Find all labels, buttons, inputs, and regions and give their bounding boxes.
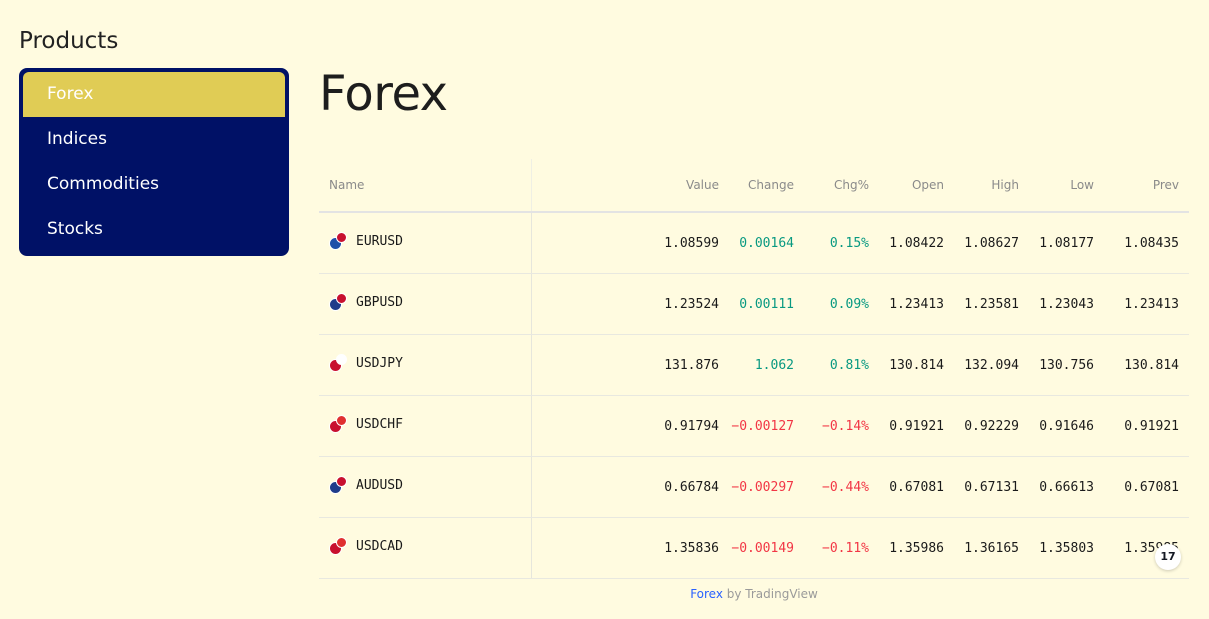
forex-link[interactable]: Forex (690, 587, 723, 601)
cell-change: 1.062 (729, 334, 804, 396)
cell-low: 1.23043 (1029, 273, 1104, 335)
symbol-link[interactable]: GBPUSD (329, 293, 403, 311)
cell-open: 1.35986 (879, 517, 954, 579)
products-heading: Products (19, 28, 119, 54)
cell-high: 1.23581 (954, 273, 1029, 335)
symbol-name: USDJPY (356, 355, 403, 371)
cell-low: 130.756 (1029, 334, 1104, 396)
cell-value: 0.66784 (531, 456, 729, 518)
column-header-open[interactable]: Open (879, 159, 954, 213)
symbol-name: USDCHF (356, 416, 403, 432)
table-row[interactable]: USDCHF 0.91794 −0.00127 −0.14% 0.91921 0.9222… (319, 395, 1189, 457)
table-row[interactable]: AUDUSD 0.66784 −0.00297 −0.44% 0.67081 0.6713… (319, 456, 1189, 518)
cell-high: 0.67131 (954, 456, 1029, 518)
currency-pair-flag-icon (329, 537, 347, 555)
currency-pair-flag-icon (329, 415, 347, 433)
symbol-cell[interactable]: USDJPY (319, 334, 532, 396)
cell-change: 0.00164 (729, 212, 804, 274)
cell-prev: 1.08435 (1104, 212, 1189, 274)
symbol-name: AUDUSD (356, 477, 403, 493)
cell-value: 1.08599 (531, 212, 729, 274)
market-overview-widget: Name Value Change Chg% Open High Low Pre… (319, 159, 1189, 601)
column-header-high[interactable]: High (954, 159, 1029, 213)
column-header-chg-pct[interactable]: Chg% (804, 159, 879, 213)
cell-open: 130.814 (879, 334, 954, 396)
sidebar-item-stocks[interactable]: Stocks (47, 219, 103, 239)
cell-chg-pct: 0.09% (804, 273, 879, 335)
cell-low: 0.66613 (1029, 456, 1104, 518)
symbol-name: GBPUSD (356, 294, 403, 310)
cell-low: 1.08177 (1029, 212, 1104, 274)
cell-change: −0.00149 (729, 517, 804, 579)
symbol-link[interactable]: AUDUSD (329, 476, 403, 494)
cell-prev: 0.67081 (1104, 456, 1189, 518)
column-header-name[interactable]: Name (319, 159, 532, 213)
cell-chg-pct: 0.15% (804, 212, 879, 274)
cell-open: 1.08422 (879, 212, 954, 274)
symbol-cell[interactable]: GBPUSD (319, 273, 532, 335)
symbol-link[interactable]: USDJPY (329, 354, 403, 372)
column-header-value[interactable]: Value (531, 159, 729, 213)
cell-prev: 1.23413 (1104, 273, 1189, 335)
sidebar-item-commodities[interactable]: Commodities (47, 174, 160, 194)
table-row[interactable]: USDJPY 131.876 1.062 0.81% 130.814 132.094 130… (319, 334, 1189, 396)
cell-high: 1.36165 (954, 517, 1029, 579)
cell-change: 0.00111 (729, 273, 804, 335)
table-row[interactable]: USDCAD 1.35836 −0.00149 −0.11% 1.35986 1.3616… (319, 517, 1189, 579)
symbol-name: EURUSD (356, 233, 403, 249)
cell-prev: 130.814 (1104, 334, 1189, 396)
symbol-cell[interactable]: EURUSD (319, 212, 532, 274)
cell-high: 0.92229 (954, 395, 1029, 457)
table-row[interactable]: GBPUSD 1.23524 0.00111 0.09% 1.23413 1.23581 1… (319, 273, 1189, 335)
column-header-low[interactable]: Low (1029, 159, 1104, 213)
cell-change: −0.00297 (729, 456, 804, 518)
cell-change: −0.00127 (729, 395, 804, 457)
widget-attribution: Forex by TradingView (319, 587, 1189, 601)
symbol-name: USDCAD (356, 538, 403, 554)
tradingview-logo-icon[interactable]: 17 (1155, 544, 1181, 570)
cell-low: 0.91646 (1029, 395, 1104, 457)
column-header-change[interactable]: Change (729, 159, 804, 213)
cell-chg-pct: −0.14% (804, 395, 879, 457)
currency-pair-flag-icon (329, 232, 347, 250)
symbol-cell[interactable]: AUDUSD (319, 456, 532, 518)
page-title: Forex (319, 66, 448, 122)
symbol-cell[interactable]: USDCAD (319, 517, 532, 579)
cell-high: 132.094 (954, 334, 1029, 396)
table-header-row: Name Value Change Chg% Open High Low Pre… (319, 159, 1189, 213)
symbol-link[interactable]: USDCAD (329, 537, 403, 555)
cell-value: 0.91794 (531, 395, 729, 457)
cell-value: 1.23524 (531, 273, 729, 335)
table-row[interactable]: EURUSD 1.08599 0.00164 0.15% 1.08422 1.08627 1… (319, 212, 1189, 274)
cell-chg-pct: −0.44% (804, 456, 879, 518)
cell-value: 1.35836 (531, 517, 729, 579)
sidebar-item-forex[interactable]: Forex (23, 72, 285, 117)
products-sidebar: Forex Indices Commodities Stocks (19, 68, 289, 256)
sidebar-item-indices[interactable]: Indices (47, 129, 107, 149)
cell-value: 131.876 (531, 334, 729, 396)
cell-open: 0.67081 (879, 456, 954, 518)
attribution-text: by TradingView (722, 587, 818, 601)
cell-chg-pct: 0.81% (804, 334, 879, 396)
cell-low: 1.35803 (1029, 517, 1104, 579)
currency-pair-flag-icon (329, 293, 347, 311)
cell-prev: 0.91921 (1104, 395, 1189, 457)
currency-pair-flag-icon (329, 476, 347, 494)
cell-open: 1.23413 (879, 273, 954, 335)
symbol-link[interactable]: EURUSD (329, 232, 403, 250)
forex-table: Name Value Change Chg% Open High Low Pre… (319, 159, 1189, 579)
currency-pair-flag-icon (329, 354, 347, 372)
cell-chg-pct: −0.11% (804, 517, 879, 579)
symbol-cell[interactable]: USDCHF (319, 395, 532, 457)
symbol-link[interactable]: USDCHF (329, 415, 403, 433)
column-header-prev[interactable]: Prev (1104, 159, 1189, 213)
cell-high: 1.08627 (954, 212, 1029, 274)
cell-open: 0.91921 (879, 395, 954, 457)
